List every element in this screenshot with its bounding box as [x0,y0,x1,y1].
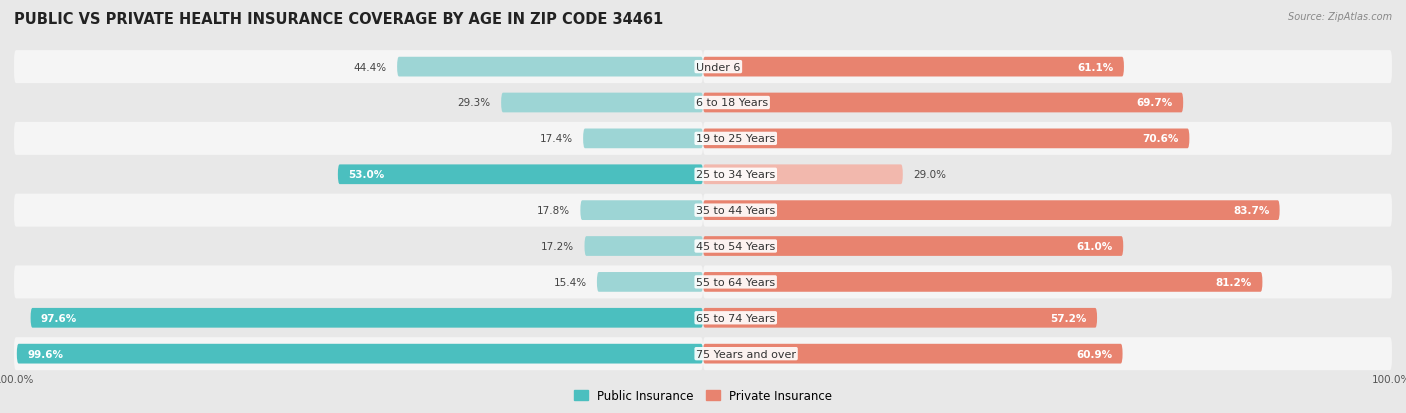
FancyBboxPatch shape [703,165,903,185]
Text: 17.2%: 17.2% [541,242,574,252]
Text: 35 to 44 Years: 35 to 44 Years [696,206,775,216]
FancyBboxPatch shape [703,301,1392,335]
FancyBboxPatch shape [583,129,703,149]
FancyBboxPatch shape [14,123,703,156]
FancyBboxPatch shape [703,158,1392,191]
Text: 15.4%: 15.4% [554,277,586,287]
FancyBboxPatch shape [703,344,1122,364]
Text: 6 to 18 Years: 6 to 18 Years [696,98,768,108]
Text: 97.6%: 97.6% [41,313,77,323]
Text: 25 to 34 Years: 25 to 34 Years [696,170,775,180]
Text: 44.4%: 44.4% [354,62,387,72]
FancyBboxPatch shape [703,129,1189,149]
Text: 57.2%: 57.2% [1050,313,1087,323]
FancyBboxPatch shape [581,201,703,221]
FancyBboxPatch shape [703,201,1279,221]
Text: 65 to 74 Years: 65 to 74 Years [696,313,775,323]
Text: 17.4%: 17.4% [540,134,572,144]
Text: Under 6: Under 6 [696,62,741,72]
FancyBboxPatch shape [703,237,1123,256]
FancyBboxPatch shape [31,308,703,328]
FancyBboxPatch shape [501,93,703,113]
FancyBboxPatch shape [703,93,1184,113]
Text: 19 to 25 Years: 19 to 25 Years [696,134,775,144]
Text: 81.2%: 81.2% [1216,277,1253,287]
Legend: Public Insurance, Private Insurance: Public Insurance, Private Insurance [569,385,837,407]
Text: 75 Years and over: 75 Years and over [696,349,796,359]
FancyBboxPatch shape [14,230,703,263]
FancyBboxPatch shape [703,273,1263,292]
FancyBboxPatch shape [14,51,703,84]
FancyBboxPatch shape [703,87,1392,120]
Text: 29.0%: 29.0% [912,170,946,180]
FancyBboxPatch shape [396,57,703,77]
FancyBboxPatch shape [703,337,1392,370]
Text: 70.6%: 70.6% [1143,134,1180,144]
Text: 53.0%: 53.0% [349,170,384,180]
FancyBboxPatch shape [585,237,703,256]
FancyBboxPatch shape [17,344,703,364]
FancyBboxPatch shape [14,301,703,335]
FancyBboxPatch shape [598,273,703,292]
Text: 45 to 54 Years: 45 to 54 Years [696,242,775,252]
FancyBboxPatch shape [703,123,1392,156]
FancyBboxPatch shape [703,51,1392,84]
Text: PUBLIC VS PRIVATE HEALTH INSURANCE COVERAGE BY AGE IN ZIP CODE 34461: PUBLIC VS PRIVATE HEALTH INSURANCE COVER… [14,12,664,27]
FancyBboxPatch shape [14,337,703,370]
Text: 29.3%: 29.3% [458,98,491,108]
Text: 61.1%: 61.1% [1077,62,1114,72]
FancyBboxPatch shape [703,194,1392,227]
Text: 69.7%: 69.7% [1136,98,1173,108]
FancyBboxPatch shape [703,308,1097,328]
FancyBboxPatch shape [14,266,703,299]
Text: 55 to 64 Years: 55 to 64 Years [696,277,775,287]
FancyBboxPatch shape [14,194,703,227]
Text: 99.6%: 99.6% [27,349,63,359]
Text: 61.0%: 61.0% [1077,242,1114,252]
Text: 83.7%: 83.7% [1233,206,1270,216]
FancyBboxPatch shape [14,87,703,120]
FancyBboxPatch shape [703,57,1123,77]
Text: Source: ZipAtlas.com: Source: ZipAtlas.com [1288,12,1392,22]
FancyBboxPatch shape [337,165,703,185]
FancyBboxPatch shape [703,266,1392,299]
FancyBboxPatch shape [14,158,703,191]
Text: 60.9%: 60.9% [1076,349,1112,359]
FancyBboxPatch shape [703,230,1392,263]
Text: 17.8%: 17.8% [537,206,569,216]
